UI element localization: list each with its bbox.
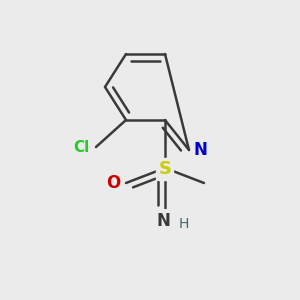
Text: N: N: [194, 141, 207, 159]
Text: S: S: [158, 160, 172, 178]
Text: H: H: [178, 217, 189, 231]
Text: N: N: [157, 212, 170, 230]
Text: Cl: Cl: [74, 140, 90, 154]
Text: O: O: [106, 174, 120, 192]
